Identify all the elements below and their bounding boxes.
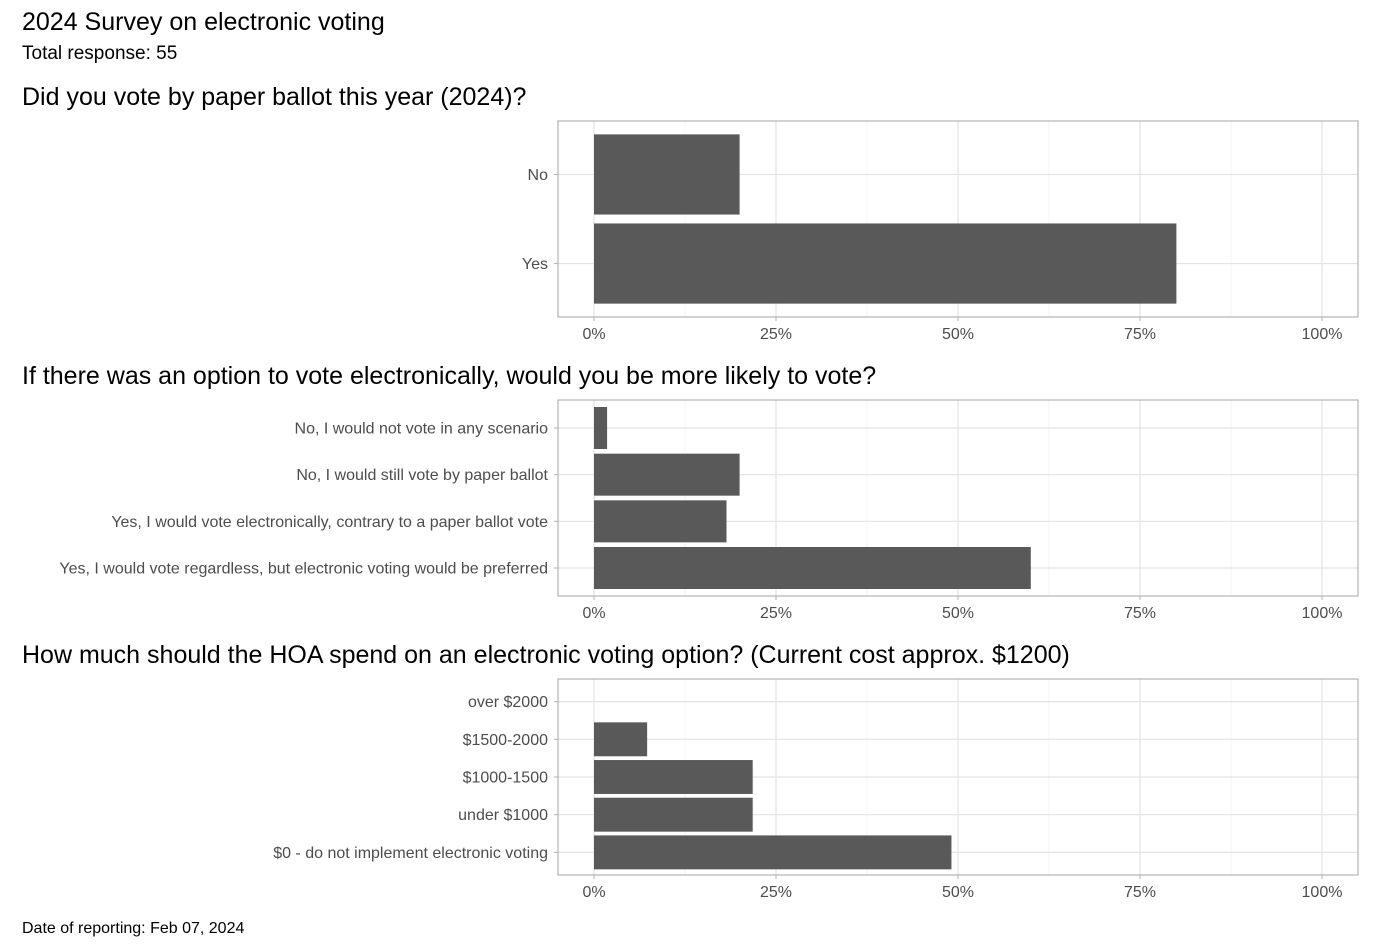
y-tick-label: No, I would not vote in any scenario [295,421,549,438]
y-tick-label: No, I would still vote by paper ballot [296,467,548,484]
bar-5 [594,835,952,870]
x-tick-label: 100% [1302,326,1343,343]
bar-1 [594,134,740,215]
bar-1 [594,407,608,449]
page-title: 2024 Survey on electronic voting [22,8,385,36]
y-tick-label: over $2000 [468,694,548,711]
x-tick-label: 100% [1302,605,1343,622]
bar-2 [594,722,648,757]
y-tick-label: Yes [522,256,548,273]
bar-4 [594,547,1031,589]
footer-caption: Date of reporting: Feb 07, 2024 [22,920,245,937]
x-tick-label: 0% [582,884,605,901]
x-tick-label: 75% [1124,605,1156,622]
y-tick-label: $1000-1500 [463,770,549,787]
chart-1-paper-ballot: No Yes 0% 25% 50% 75% 100% [522,120,1359,343]
chart-2-electronic-likelihood: No, I would not vote in any scenario No, … [59,399,1359,622]
y-tick-label: $1500-2000 [463,732,549,749]
x-tick-label: 75% [1124,884,1156,901]
bar-2 [594,453,740,496]
x-tick-label: 100% [1302,884,1343,901]
y-tick-label: Yes, I would vote regardless, but electr… [59,561,548,578]
bar-4 [594,797,753,832]
x-tick-label: 50% [942,326,974,343]
x-tick-label: 25% [760,605,792,622]
chart-2-title: If there was an option to vote electroni… [22,362,877,390]
y-tick-label: No [528,167,549,184]
y-tick-label: Yes, I would vote electronically, contra… [111,514,548,531]
x-tick-label: 25% [760,326,792,343]
chart-3-title: How much should the HOA spend on an elec… [22,641,1070,669]
bar-2 [594,223,1177,304]
bar-3 [594,500,727,543]
chart-1-title: Did you vote by paper ballot this year (… [22,83,527,111]
x-tick-label: 0% [582,326,605,343]
x-tick-label: 50% [942,605,974,622]
page-subtitle: Total response: 55 [22,43,178,64]
y-tick-label: $0 - do not implement electronic voting [273,845,548,862]
bar-3 [594,760,753,794]
y-tick-label: under $1000 [458,807,548,824]
x-tick-label: 0% [582,605,605,622]
x-tick-label: 50% [942,884,974,901]
chart-3-hoa-spend: over $2000 $1500-2000 $1000-1500 under $100… [273,678,1359,901]
x-tick-label: 75% [1124,326,1156,343]
x-tick-label: 25% [760,884,792,901]
